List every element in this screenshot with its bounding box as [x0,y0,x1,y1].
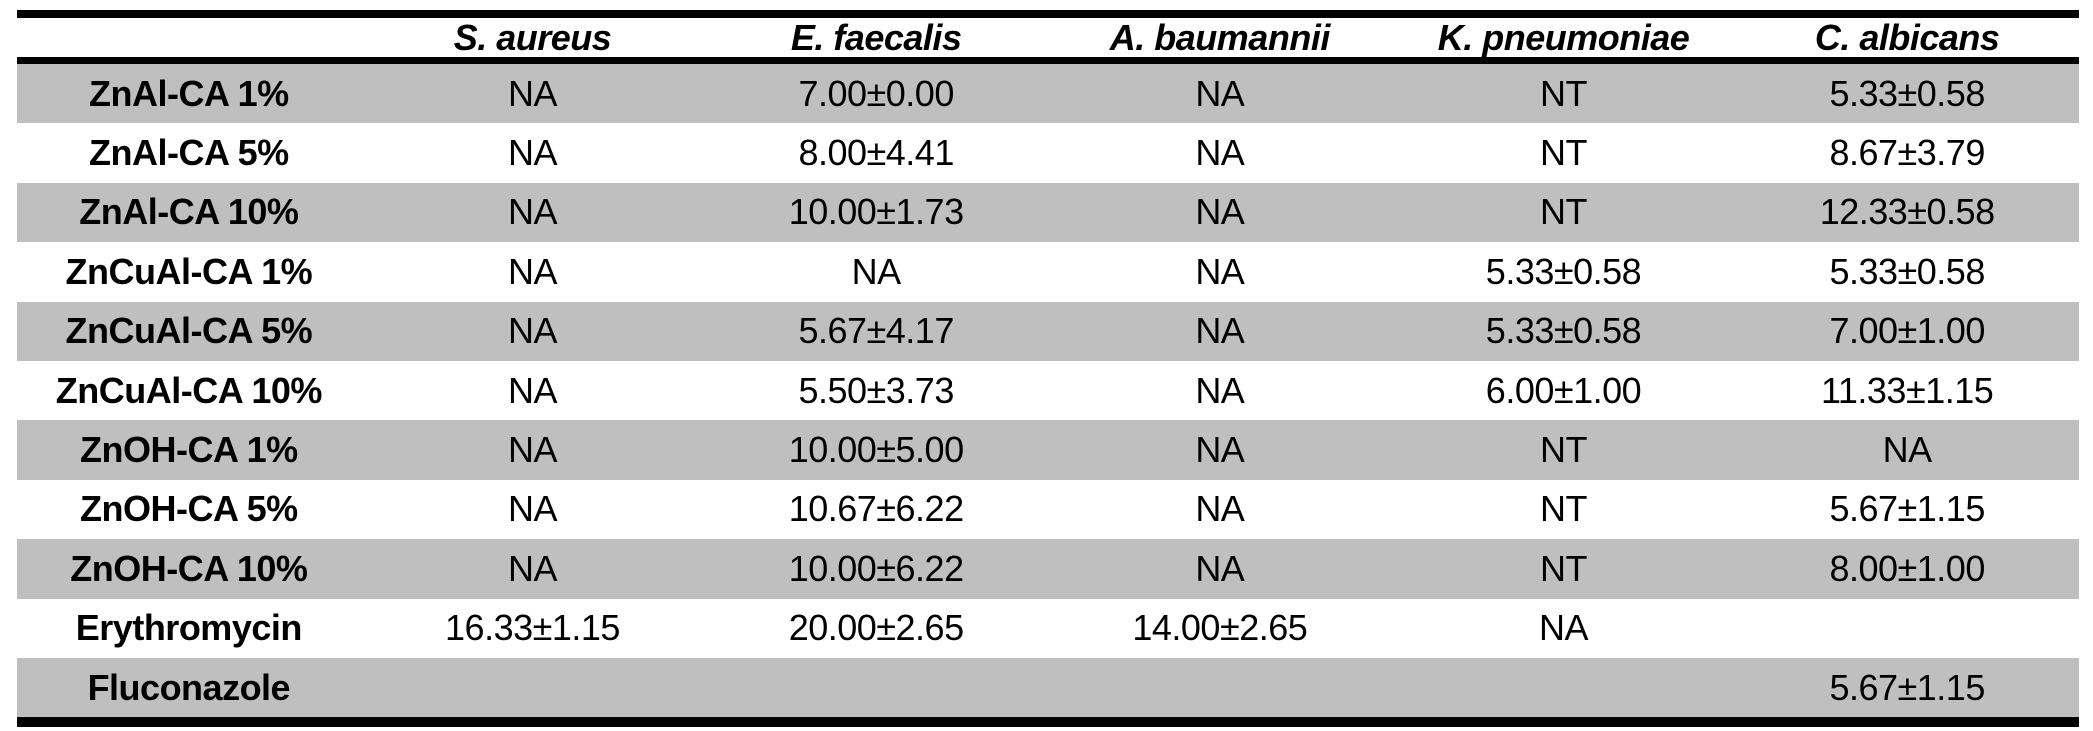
table-cell: NA [507,488,558,530]
row-label: ZnOH-CA 1% [79,429,298,471]
table-cell: NA [1195,488,1245,530]
table-cell: 16.33±1.15 [445,607,620,649]
table-cell: NA [1195,310,1245,352]
column-header: K. pneumoniae [1437,18,1690,57]
table-cell: NA [507,429,558,471]
row-label: ZnCuAl-CA 5% [65,310,313,352]
table-row: ZnAl-CA 10% NA 10.00±1.73 NA NT 12.33±0.58 [17,182,2079,243]
table-cell: NA [1538,607,1589,649]
table-cell: 10.00±5.00 [788,429,964,471]
table-cell: NT [1539,72,1587,114]
column-header: A. baumannii [1109,18,1331,57]
column-header: S. aureus [453,18,612,57]
table-cell: NA [1195,369,1245,411]
row-label: ZnCuAl-CA 1% [65,250,313,292]
row-label: ZnAl-CA 5% [88,132,289,174]
table-row: Fluconazole 5.67±1.15 [17,657,2079,718]
column-header: E. faecalis [790,18,962,57]
table-cell: 20.00±2.65 [788,607,964,649]
table-row: ZnOH-CA 1% NA 10.00±5.00 NA NT NA [17,420,2079,480]
row-label: Fluconazole [87,666,291,708]
table-cell [704,658,1048,717]
table-cell: 12.33±0.58 [1819,191,1995,233]
table-cell: 7.00±0.00 [798,72,954,114]
table-cell: 8.00±4.41 [798,132,954,174]
row-label: ZnCuAl-CA 10% [55,369,323,411]
row-label: ZnOH-CA 5% [79,488,298,530]
table-cell: NA [507,250,558,292]
table-cell: 14.00±2.65 [1132,607,1308,649]
table-cell: 11.33±1.15 [1821,369,1994,411]
table-cell: 5.33±0.58 [1485,250,1642,292]
table-cell: 7.00±1.00 [1829,310,1985,352]
table-cell: NA [507,191,558,233]
table-row: ZnAl-CA 1% NA 7.00±0.00 NA NT 5.33±0.58 [17,64,2079,124]
table-cell: NT [1539,132,1587,174]
row-label: Erythromycin [75,607,303,649]
row-label: ZnOH-CA 10% [70,547,308,589]
table-cell: 5.67±1.15 [1829,488,1985,530]
table-cell [361,658,705,717]
table-row: Erythromycin 16.33±1.15 20.00±2.65 14.00±2.… [17,599,2079,658]
table-cell: NA [507,72,558,114]
table-cell: 8.67±3.79 [1829,132,1985,174]
antimicrobial-activity-table: S. aureus E. faecalis A. baumannii K. pneum… [17,10,2079,728]
table-row: ZnAl-CA 5% NA 8.00±4.41 NA NT 8.67±3.79 [17,123,2079,182]
table-cell: 5.33±0.58 [1829,72,1985,114]
column-header-empty [17,18,361,57]
table-cell [1735,599,2079,658]
table-cell: 5.67±4.17 [798,310,954,352]
table-cell: NT [1539,488,1587,530]
table-row: ZnCuAl-CA 5% NA 5.67±4.17 NA 5.33±0.58 7.00±1… [17,301,2079,361]
table-cell: 5.33±0.58 [1485,310,1642,352]
table-cell: NA [1195,132,1245,174]
table-cell [1392,658,1736,717]
table-cell: NA [1195,72,1245,114]
table-row: ZnCuAl-CA 1% NA NA NA 5.33±0.58 5.33±0.58 [17,242,2079,301]
table-cell: NA [1882,429,1933,471]
table-cell: 10.00±6.22 [788,547,964,589]
table-cell: NA [1195,547,1245,589]
table-cell: 6.00±1.00 [1485,369,1642,411]
table-cell [1048,658,1392,717]
row-label: ZnAl-CA 1% [88,72,289,114]
table-cell: 5.67±1.15 [1829,666,1985,708]
table-cell: NT [1539,429,1587,471]
table-cell: 10.67±6.22 [788,488,964,530]
table-body: ZnAl-CA 1% NA 7.00±0.00 NA NT 5.33±0.58 ZnAl-C… [17,64,2079,718]
table-cell: NA [851,250,902,292]
table-cell: NA [507,310,558,352]
table-cell: 5.50±3.73 [798,369,954,411]
table-cell: NA [1195,191,1245,233]
table-cell: NT [1539,547,1587,589]
table-cell: NA [1195,429,1245,471]
table-cell: NA [507,547,558,589]
table-cell: NA [507,369,558,411]
table-cell: 5.33±0.58 [1829,250,1985,292]
table-cell: NA [1195,250,1245,292]
table-row: ZnOH-CA 10% NA 10.00±6.22 NA NT 8.00±1.00 [17,539,2079,599]
table-cell: 8.00±1.00 [1829,547,1985,589]
table-header-row: S. aureus E. faecalis A. baumannii K. pneum… [17,18,2079,64]
table-cell: NT [1539,191,1587,233]
row-label: ZnAl-CA 10% [79,191,299,233]
table-cell: NA [507,132,558,174]
table-row: ZnOH-CA 5% NA 10.67±6.22 NA NT 5.67±1.15 [17,480,2079,539]
table-cell: 10.00±1.73 [788,191,964,233]
column-header: C. albicans [1814,18,2000,57]
table-row: ZnCuAl-CA 10% NA 5.50±3.73 NA 6.00±1.00 11.33… [17,361,2079,420]
